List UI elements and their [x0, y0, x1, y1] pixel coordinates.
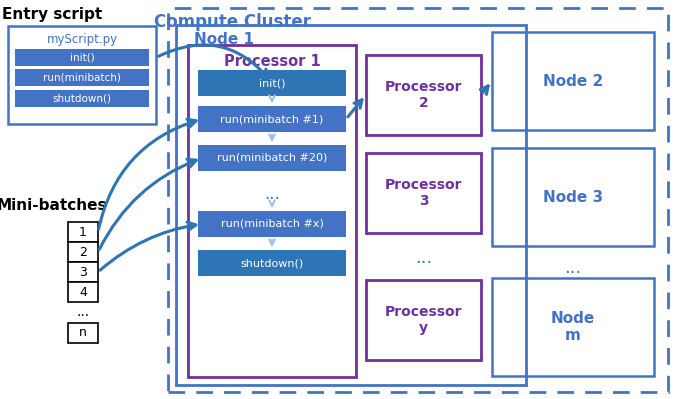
Text: ...: ... [76, 305, 90, 319]
Text: 3: 3 [79, 265, 87, 279]
Text: run(minibatch #20): run(minibatch #20) [217, 153, 327, 163]
Bar [68, 282, 98, 302]
Bar [68, 323, 98, 343]
Text: ...: ... [415, 249, 432, 267]
Bar [492, 32, 654, 130]
Text: 1: 1 [79, 225, 87, 239]
Text: ...: ... [564, 259, 581, 277]
Text: Node 3: Node 3 [543, 190, 603, 205]
Text: shutdown(): shutdown() [52, 93, 112, 103]
Text: n: n [79, 326, 87, 340]
Bar [68, 222, 98, 242]
Text: 4: 4 [79, 286, 87, 298]
Bar [198, 211, 346, 237]
Text: ...: ... [264, 185, 280, 203]
Bar [366, 153, 481, 233]
Text: 2: 2 [79, 245, 87, 259]
Bar [176, 25, 526, 385]
Bar [188, 45, 356, 377]
Text: Processor
y: Processor y [385, 305, 462, 335]
Bar [492, 278, 654, 376]
Bar [198, 145, 346, 171]
Text: run(minibatch #1): run(minibatch #1) [220, 114, 324, 124]
Text: shutdown(): shutdown() [240, 258, 304, 268]
Bar [15, 49, 149, 66]
Bar [15, 69, 149, 86]
Bar [366, 280, 481, 360]
Bar [68, 262, 98, 282]
Text: Mini-batches: Mini-batches [0, 198, 107, 213]
Text: Processor 1: Processor 1 [224, 53, 320, 69]
Text: Node 1: Node 1 [194, 32, 254, 47]
Bar [198, 250, 346, 276]
Bar [198, 70, 346, 96]
Text: Entry script: Entry script [2, 8, 102, 22]
Text: init(): init() [69, 53, 95, 63]
Text: myScript.py: myScript.py [46, 32, 118, 45]
Text: Node
m: Node m [551, 311, 595, 343]
Bar [168, 8, 668, 392]
Text: init(): init() [259, 78, 285, 88]
Text: Compute Cluster: Compute Cluster [154, 13, 311, 31]
Text: Node 2: Node 2 [543, 73, 603, 89]
Bar [366, 55, 481, 135]
Text: Processor
2: Processor 2 [385, 80, 462, 110]
Bar [68, 242, 98, 262]
Text: run(minibatch): run(minibatch) [43, 73, 121, 83]
Bar [8, 26, 156, 124]
Text: Processor
3: Processor 3 [385, 178, 462, 208]
Text: run(minibatch #x): run(minibatch #x) [220, 219, 324, 229]
Bar [492, 148, 654, 246]
Bar [15, 90, 149, 107]
Bar [198, 106, 346, 132]
